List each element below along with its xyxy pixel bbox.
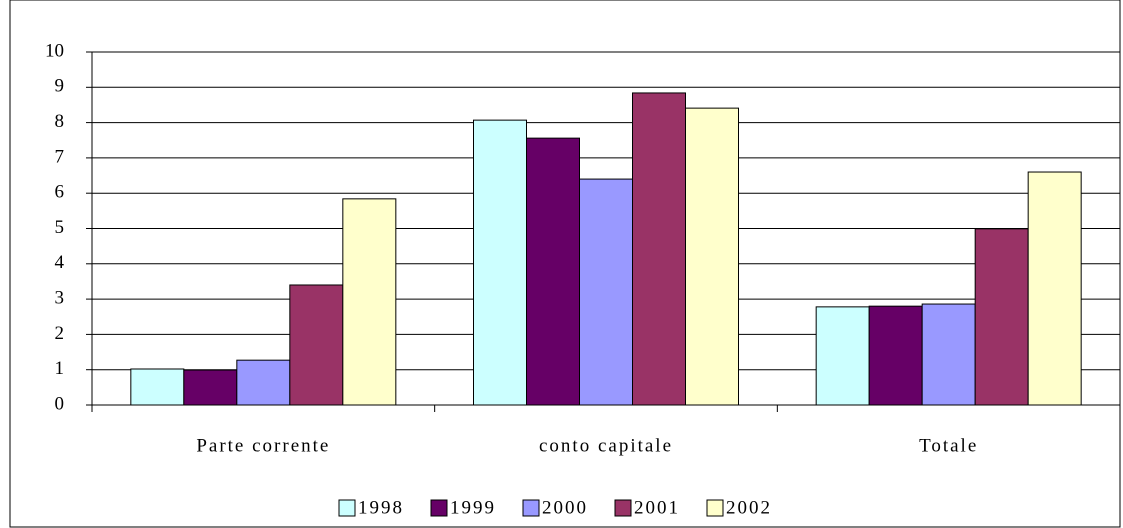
bar [130, 368, 185, 406]
y-tick-label: 10 [45, 40, 64, 61]
y-tick-label: 1 [55, 358, 65, 379]
legend-label: 2000 [542, 497, 588, 518]
bar [974, 228, 1029, 406]
bar [579, 178, 633, 406]
bar [815, 306, 870, 406]
legend-swatch [430, 499, 448, 517]
bar [342, 198, 397, 406]
bar [921, 303, 976, 406]
legend-label: 2002 [726, 497, 772, 518]
y-tick-label: 0 [55, 393, 65, 414]
y-tick-label: 6 [55, 182, 65, 203]
x-tick-label: Totale [919, 435, 978, 456]
y-tick-label: 8 [55, 111, 65, 132]
y-tick-label: 7 [55, 146, 65, 167]
legend-label: 1998 [358, 497, 404, 518]
x-tick-label: Parte corrente [196, 435, 330, 456]
bar [526, 137, 580, 406]
bar [236, 359, 291, 406]
bar [685, 107, 739, 406]
y-tick-label: 3 [55, 287, 65, 308]
y-tick-label: 4 [55, 252, 65, 273]
bar [473, 119, 527, 406]
legend-swatch [338, 499, 356, 517]
bar [1027, 171, 1082, 406]
legend-label: 2001 [634, 497, 680, 518]
bar [632, 92, 686, 406]
legend-swatch [706, 499, 724, 517]
legend-swatch [522, 499, 540, 517]
y-tick-label: 9 [55, 76, 65, 97]
y-tick-label: 2 [55, 323, 65, 344]
y-tick-label: 5 [55, 217, 65, 238]
x-tick-label: conto capitale [539, 435, 673, 456]
bar [289, 284, 344, 406]
bar [183, 369, 238, 406]
bar [868, 305, 923, 406]
legend-label: 1999 [450, 497, 496, 518]
legend-swatch [614, 499, 632, 517]
